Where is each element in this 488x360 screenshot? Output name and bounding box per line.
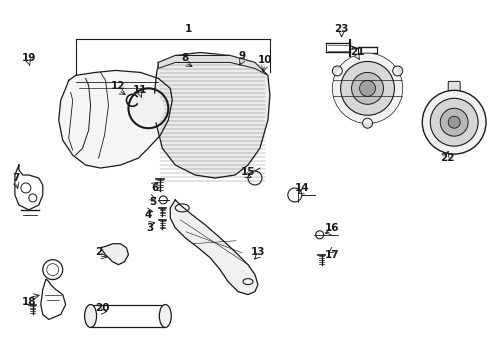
Text: 21: 21 — [349, 48, 364, 58]
Text: 15: 15 — [240, 167, 255, 177]
Text: 1: 1 — [184, 24, 191, 33]
Text: 13: 13 — [250, 247, 264, 257]
Polygon shape — [170, 200, 258, 294]
Text: 14: 14 — [294, 183, 308, 193]
Circle shape — [340, 62, 394, 115]
Text: 6: 6 — [151, 183, 159, 193]
Circle shape — [362, 118, 372, 128]
Text: 10: 10 — [257, 55, 272, 66]
Text: 5: 5 — [148, 197, 156, 207]
Circle shape — [332, 54, 402, 123]
Polygon shape — [101, 244, 128, 265]
Circle shape — [351, 72, 383, 104]
Text: 20: 20 — [95, 302, 110, 312]
Text: 2: 2 — [95, 247, 102, 257]
Ellipse shape — [84, 305, 96, 328]
Circle shape — [332, 66, 342, 76]
Text: 22: 22 — [439, 153, 453, 163]
Polygon shape — [154, 53, 269, 178]
Circle shape — [422, 90, 485, 154]
Circle shape — [439, 108, 467, 136]
Text: 17: 17 — [324, 250, 338, 260]
Circle shape — [359, 80, 375, 96]
Text: 3: 3 — [146, 223, 154, 233]
Text: 8: 8 — [181, 54, 188, 63]
Circle shape — [392, 66, 402, 76]
Circle shape — [132, 92, 164, 124]
Text: 9: 9 — [238, 51, 245, 62]
Polygon shape — [59, 71, 172, 168]
FancyBboxPatch shape — [447, 81, 459, 93]
Polygon shape — [158, 55, 267, 75]
Text: 19: 19 — [21, 54, 36, 63]
Text: 7: 7 — [12, 173, 20, 183]
Circle shape — [429, 98, 477, 146]
Circle shape — [447, 116, 459, 128]
Text: 12: 12 — [111, 81, 125, 91]
Ellipse shape — [159, 305, 171, 328]
Text: 23: 23 — [334, 24, 348, 33]
Text: 16: 16 — [324, 223, 338, 233]
Text: 4: 4 — [144, 210, 152, 220]
Text: 11: 11 — [133, 85, 147, 95]
Text: 18: 18 — [21, 297, 36, 306]
